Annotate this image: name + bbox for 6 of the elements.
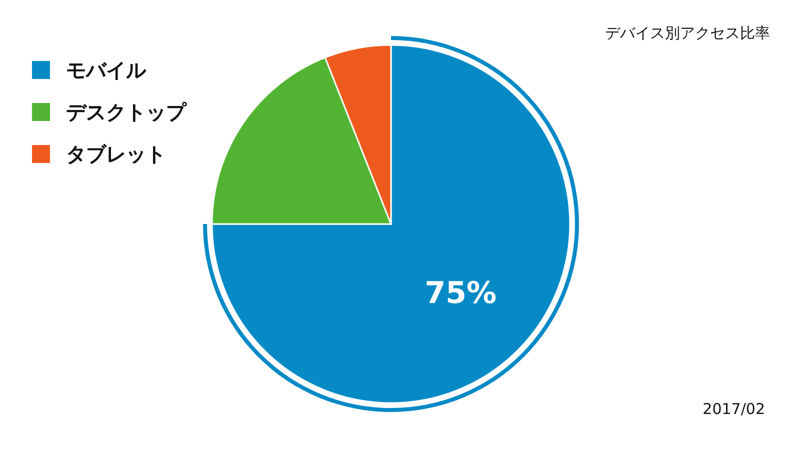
text: 2017/02	[702, 400, 765, 418]
legend-label: デスクトップ	[66, 100, 187, 124]
text: デバイス別アクセス比率	[605, 24, 770, 42]
legend-label: モバイル	[66, 58, 147, 82]
legend-label: タブレット	[66, 142, 166, 166]
data-label: 75%	[424, 276, 497, 312]
